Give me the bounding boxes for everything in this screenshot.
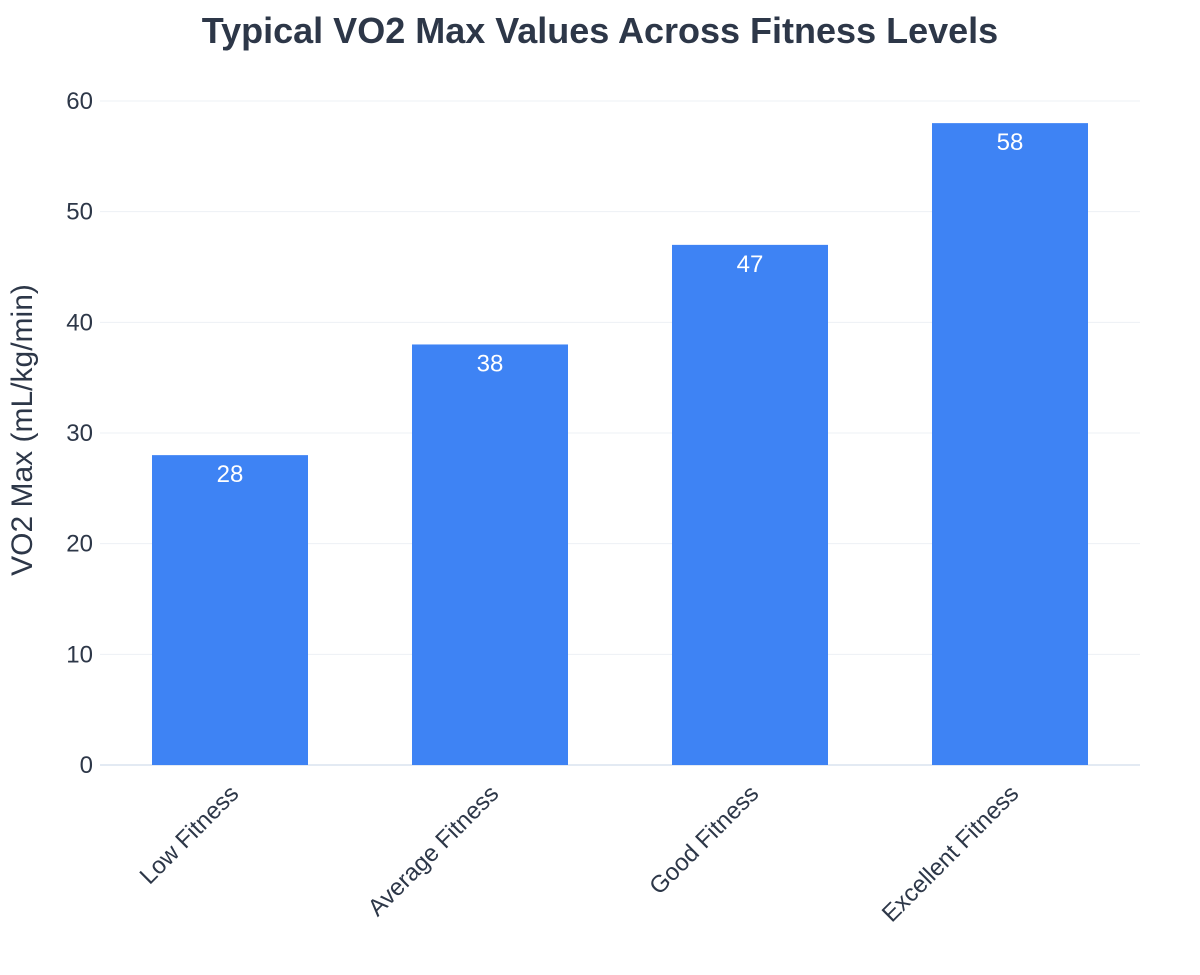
chart-title: Typical VO2 Max Values Across Fitness Le… (201, 10, 999, 51)
bars: 28 38 47 58 (152, 123, 1088, 766)
bar (152, 455, 308, 765)
y-tick-label: 10 (66, 641, 93, 668)
x-tick-label: Excellent Fitness (877, 780, 1024, 927)
bar-value-label: 47 (737, 251, 764, 278)
y-tick-label: 20 (66, 531, 93, 558)
y-tick-label: 60 (66, 88, 93, 115)
bar (672, 244, 828, 765)
y-tick-labels: 0 10 20 30 40 50 60 (66, 88, 93, 779)
y-tick-label: 30 (66, 420, 93, 447)
bar-value-label: 58 (997, 129, 1024, 156)
bar (412, 344, 568, 765)
y-axis-title: VO2 Max (mL/kg/min) (6, 284, 39, 576)
y-tick-label: 50 (66, 199, 93, 226)
y-tick-label: 40 (66, 309, 93, 336)
y-tick-label: 0 (80, 752, 93, 779)
x-tick-label: Good Fitness (644, 780, 764, 900)
x-tick-labels: Low Fitness Average Fitness Good Fitness Ex… (135, 780, 1025, 927)
x-tick-label: Average Fitness (363, 780, 504, 921)
bar-value-label: 28 (217, 461, 244, 488)
x-tick-label: Low Fitness (135, 780, 245, 890)
bar (932, 123, 1088, 766)
bar-value-label: 38 (477, 350, 504, 377)
